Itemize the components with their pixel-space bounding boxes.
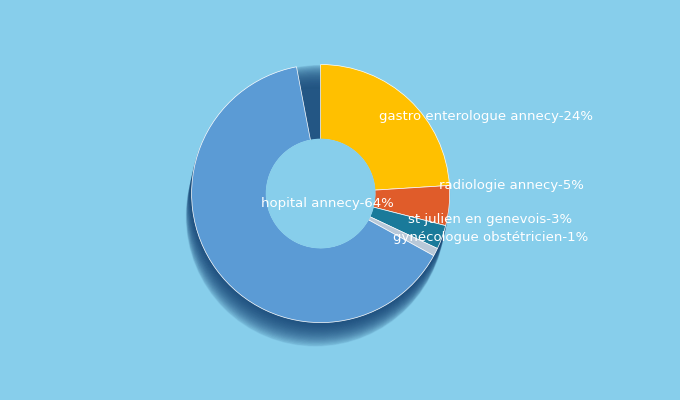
Circle shape xyxy=(265,144,374,252)
Circle shape xyxy=(265,145,373,254)
Wedge shape xyxy=(373,186,449,226)
Circle shape xyxy=(262,160,370,269)
Wedge shape xyxy=(368,217,437,256)
Circle shape xyxy=(262,159,371,268)
Circle shape xyxy=(187,86,445,344)
Text: hopital annecy-64%: hopital annecy-64% xyxy=(261,197,394,210)
Circle shape xyxy=(264,150,373,258)
Circle shape xyxy=(190,73,448,331)
Circle shape xyxy=(267,139,375,248)
Circle shape xyxy=(191,66,449,324)
Text: radiologie annecy-5%: radiologie annecy-5% xyxy=(439,179,584,192)
Circle shape xyxy=(262,158,371,266)
Circle shape xyxy=(264,151,372,259)
Circle shape xyxy=(266,142,374,250)
Wedge shape xyxy=(192,67,434,322)
Text: gynécologue obstétricien-1%: gynécologue obstétricien-1% xyxy=(393,231,588,244)
Circle shape xyxy=(186,88,445,346)
Circle shape xyxy=(262,162,370,270)
Circle shape xyxy=(266,140,375,249)
Circle shape xyxy=(188,80,446,338)
Circle shape xyxy=(188,82,446,340)
Circle shape xyxy=(187,86,445,345)
Text: st julien en genevois-3%: st julien en genevois-3% xyxy=(409,213,573,226)
Circle shape xyxy=(265,149,373,257)
Circle shape xyxy=(187,84,445,342)
Circle shape xyxy=(190,74,447,332)
Circle shape xyxy=(264,152,372,260)
Circle shape xyxy=(190,72,448,330)
Circle shape xyxy=(266,143,374,251)
Circle shape xyxy=(261,162,370,271)
Circle shape xyxy=(191,67,449,325)
Wedge shape xyxy=(370,207,445,248)
Circle shape xyxy=(188,81,446,339)
Circle shape xyxy=(189,76,447,334)
Circle shape xyxy=(263,156,371,264)
Circle shape xyxy=(265,146,373,255)
Circle shape xyxy=(189,75,447,333)
Wedge shape xyxy=(321,64,449,190)
Circle shape xyxy=(262,157,371,265)
Circle shape xyxy=(190,69,449,327)
Circle shape xyxy=(188,78,447,336)
Circle shape xyxy=(263,154,371,263)
Circle shape xyxy=(188,83,445,341)
Circle shape xyxy=(190,70,448,328)
Text: gastro enterologue annecy-24%: gastro enterologue annecy-24% xyxy=(379,110,593,123)
Circle shape xyxy=(263,153,372,262)
Circle shape xyxy=(189,77,447,335)
Circle shape xyxy=(265,148,373,256)
Circle shape xyxy=(191,68,449,326)
